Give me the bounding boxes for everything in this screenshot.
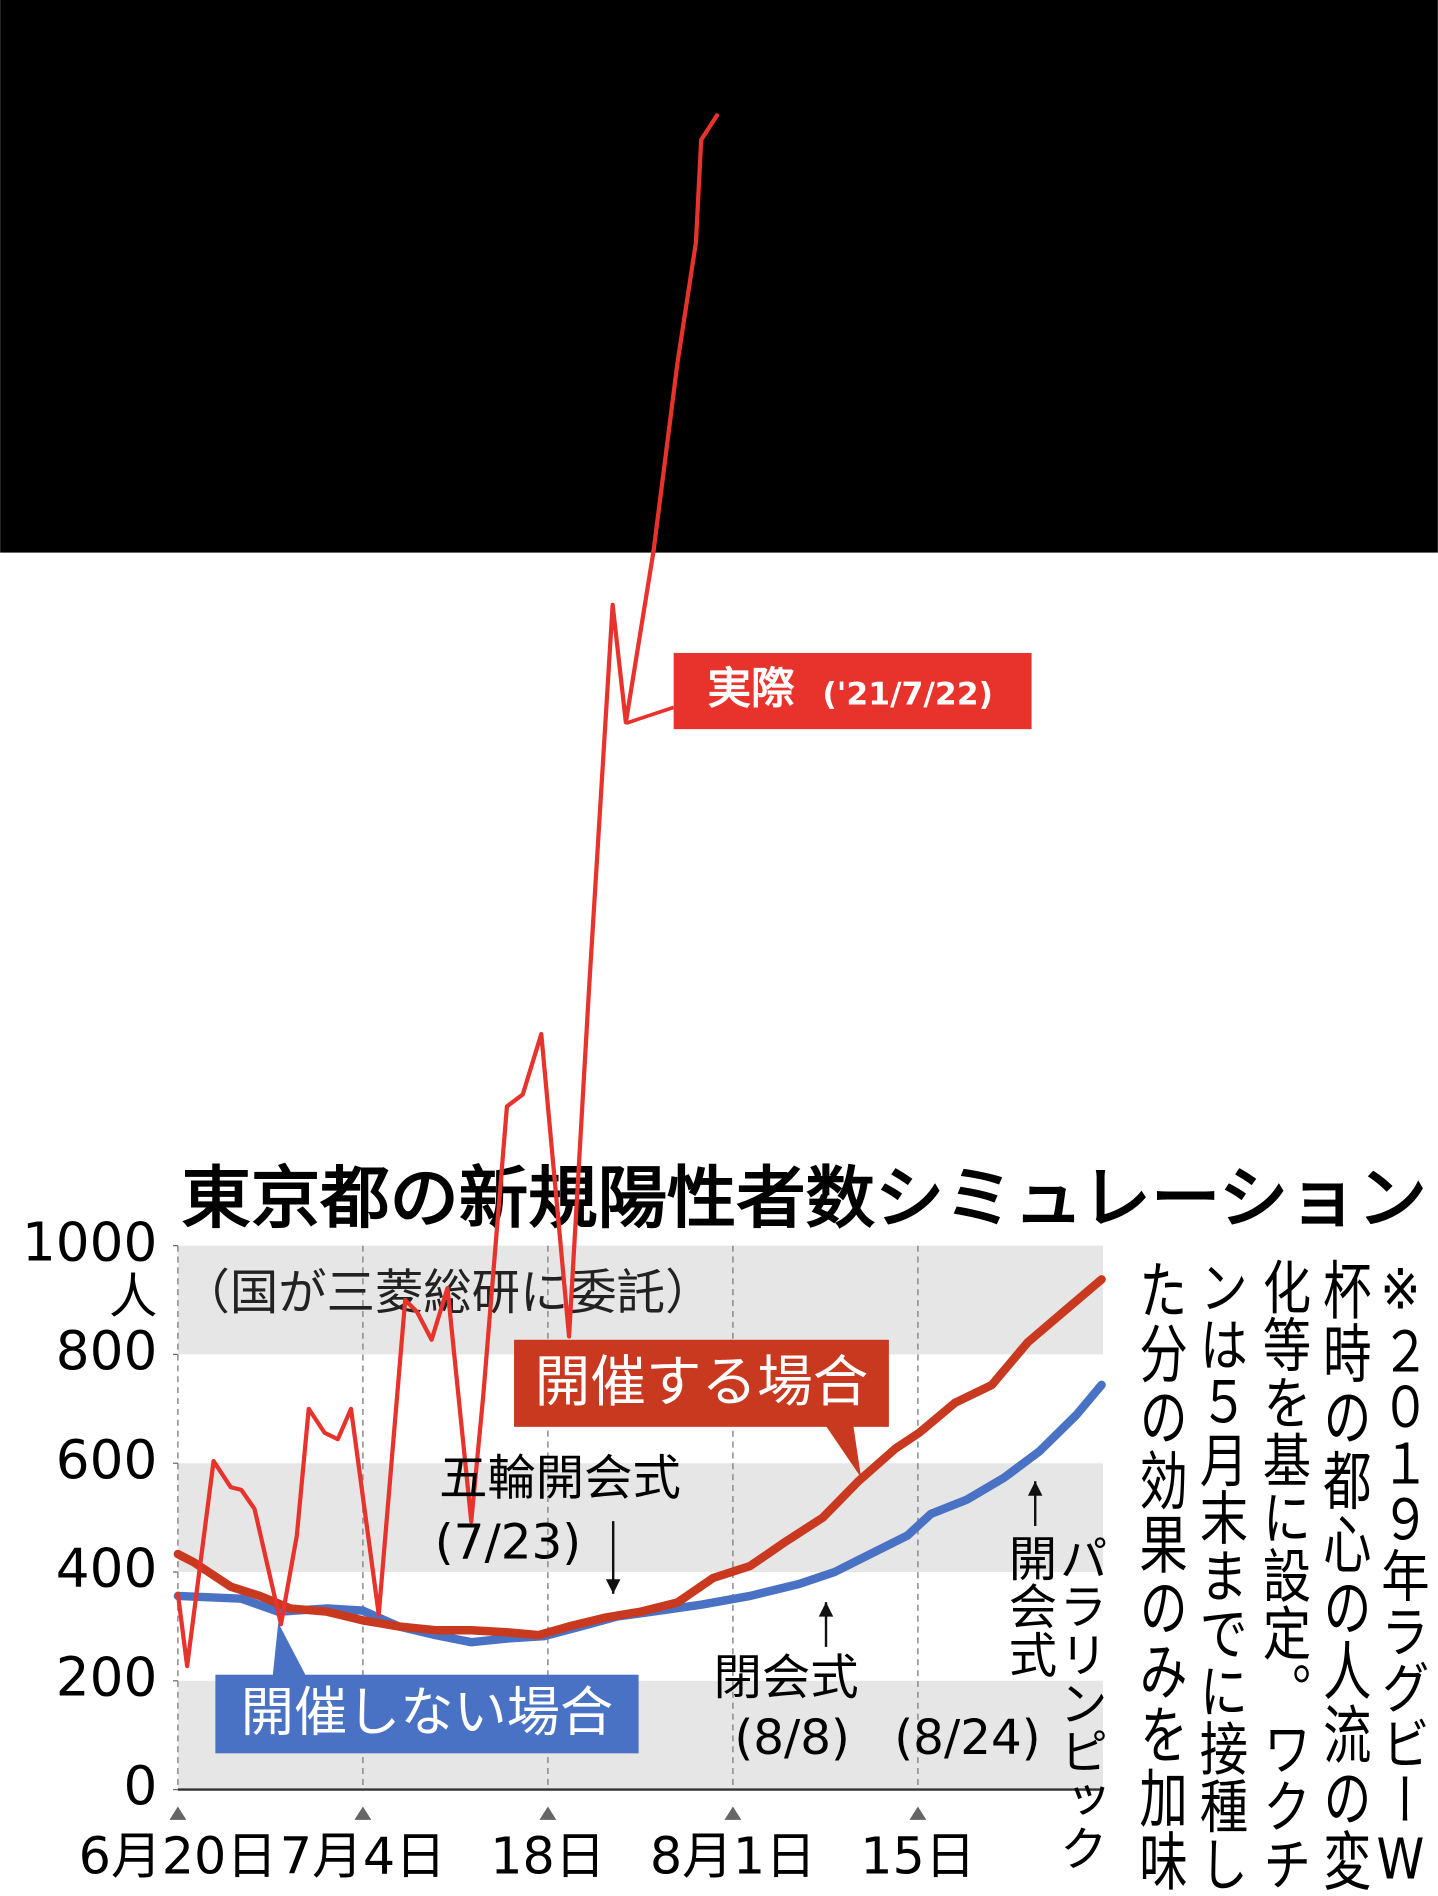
tick-marker: [909, 1806, 927, 1820]
series-line: [175, 113, 720, 1669]
tick-marker: [724, 1806, 742, 1820]
band: [177, 1463, 1103, 1573]
tick-marker: [169, 1806, 187, 1820]
x-tick-label: 15日: [860, 1827, 975, 1886]
label-pointer: [272, 1622, 309, 1681]
arrow-head: [818, 1602, 834, 1617]
annotation: 五輪開会式: [439, 1450, 681, 1506]
black-block: [0, 0, 1438, 553]
x-tick-label: 8月1日: [650, 1827, 816, 1886]
y-tick-label: 0: [123, 1755, 157, 1817]
annotation: (8/8): [734, 1710, 850, 1766]
series-line: [173, 1275, 1106, 1640]
x-tick-label: 18日: [490, 1827, 605, 1886]
y-tick-label: 200: [56, 1646, 158, 1708]
annotation: パラリンピック: [1051, 1533, 1107, 1872]
annotation: (8/24): [894, 1710, 1040, 1766]
series-label: 開催しない場合: [241, 1681, 613, 1743]
band: [177, 1572, 1103, 1681]
note: 杯時の都心の人流の変: [1314, 1258, 1370, 1893]
label-box: [514, 1339, 889, 1427]
note: 化等を基に設定。ワクチ: [1254, 1258, 1310, 1893]
series-label: 開催する場合: [535, 1350, 869, 1415]
x-tick-label: 6月20日: [79, 1827, 277, 1886]
annotation: 開会式: [1000, 1533, 1056, 1678]
x-tick-label: 7月4日: [280, 1827, 446, 1886]
label-box: [673, 652, 1032, 730]
annotation: (7/23): [435, 1514, 581, 1570]
tick-marker: [354, 1806, 372, 1820]
note: た分の効果のみを加味: [1131, 1258, 1187, 1893]
y-tick-label: 600: [56, 1429, 158, 1491]
y-unit: 人: [109, 1269, 157, 1325]
y-tick-label: 400: [56, 1538, 158, 1600]
note: ※２０１９年ラグビーW: [1372, 1258, 1428, 1893]
label-pointer: [822, 1420, 862, 1478]
note: ンは５月末までに接種し: [1191, 1258, 1247, 1893]
annotation: 閉会式: [714, 1650, 859, 1706]
y-tick-label: 1000: [22, 1211, 157, 1273]
series-label: 実際: [708, 665, 796, 715]
tick-marker: [539, 1806, 557, 1820]
actual-date: ('21/7/22): [822, 676, 993, 712]
arrow-head: [1027, 1481, 1043, 1496]
arrow-head: [605, 1579, 621, 1594]
band: [177, 1245, 1103, 1355]
label-box: [215, 1674, 639, 1754]
label-pointer: [625, 705, 675, 725]
chart-title: 東京都の新規陽性者数シミュレーション: [182, 1159, 1427, 1238]
y-tick-label: 800: [56, 1320, 158, 1382]
